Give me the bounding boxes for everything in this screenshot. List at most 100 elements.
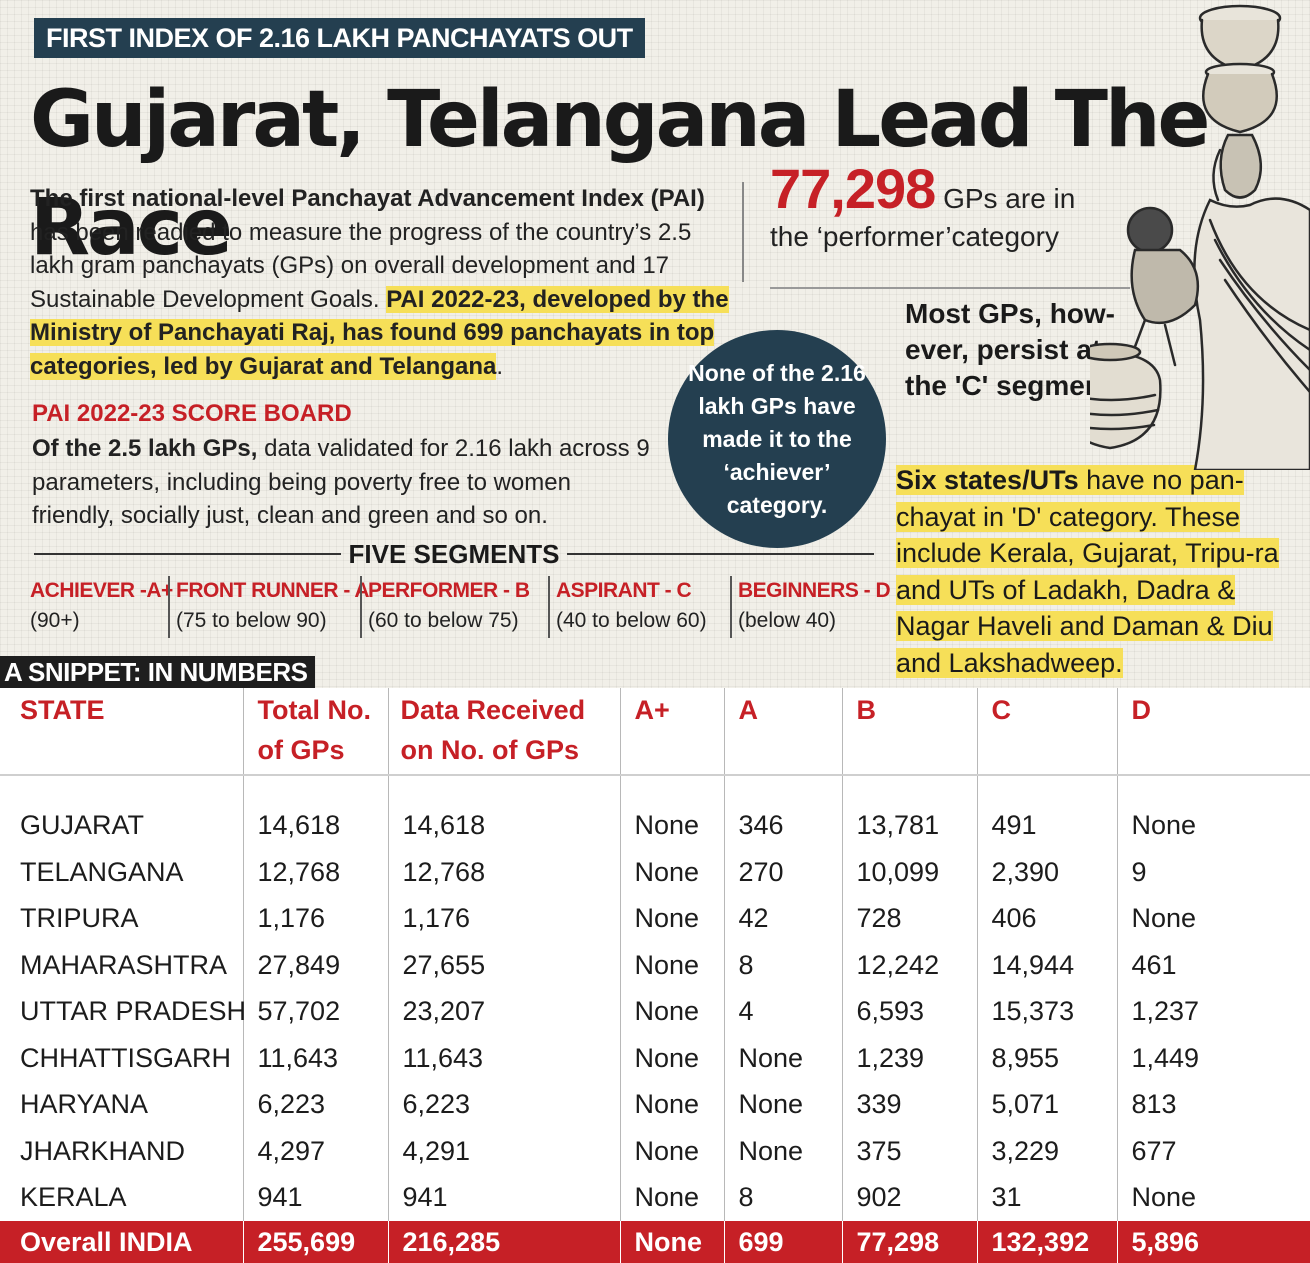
segment-front-runner: FRONT RUNNER - A (75 to below 90)	[168, 576, 370, 638]
cell-a-plus: None	[619, 1081, 724, 1128]
segment-range: (75 to below 90)	[176, 609, 327, 632]
intro-end: .	[496, 352, 504, 380]
cell-a: 8	[723, 941, 842, 988]
cell-b: 728	[841, 895, 977, 942]
table-row: GUJARAT 14,618 14,618 None 346 13,781 491 None	[0, 802, 1310, 849]
six-states-body: have no pan-chayat in 'D' category. Thes…	[896, 465, 1279, 678]
cell-a-plus: None	[619, 848, 724, 895]
cell-b: 339	[841, 1081, 977, 1128]
total-cell-a-plus: None	[619, 1220, 724, 1263]
cell-c: 14,944	[976, 941, 1117, 988]
cell-total-gps: 12,768	[242, 848, 388, 895]
cell-a-plus: None	[619, 1127, 724, 1174]
cell-data-received: 941	[387, 1174, 620, 1221]
cell-data-received: 23,207	[387, 988, 620, 1035]
cell-a-plus: None	[619, 1174, 724, 1221]
segment-range: (below 40)	[738, 609, 837, 632]
total-cell-b: 77,298	[841, 1220, 977, 1263]
col-header-total: Total No. of GPs	[242, 688, 388, 775]
cell-state: HARYANA	[20, 1089, 149, 1119]
segment-name: ACHIEVER -A+	[30, 579, 173, 602]
cell-total-gps: 14,618	[242, 802, 388, 849]
col-header-state: STATE	[20, 695, 105, 725]
cell-c: 406	[976, 895, 1117, 942]
performer-stat: 77,298 GPs are in the ‘performer’categor…	[770, 161, 1130, 256]
most-gps-note: Most GPs, how-ever, persist at the 'C' s…	[905, 298, 1115, 401]
six-states-note: Six states/UTs have no pan-chayat in 'D'…	[896, 462, 1296, 681]
numbers-table: STATE Total No. of GPs Data Received on …	[0, 688, 1310, 1263]
cell-d: 1,237	[1116, 988, 1310, 1035]
cell-d: 1,449	[1116, 1034, 1310, 1081]
scoreboard-bold-lead: Of the 2.5 lakh GPs,	[32, 435, 258, 462]
intro-paragraph: The first national-level Panchayat Advan…	[30, 182, 730, 383]
segment-achiever: ACHIEVER -A+ (90+)	[30, 576, 173, 638]
six-states-bold: Six states/UTs	[896, 465, 1079, 495]
cell-state: UTTAR PRADESH	[20, 996, 247, 1026]
col-header-a-plus: A+	[619, 688, 724, 775]
stat-rule	[770, 287, 1130, 289]
table-row: JHARKHAND 4,297 4,291 None None 375 3,229 677	[0, 1127, 1310, 1174]
table-row: KERALA 941 941 None 8 902 31 None	[0, 1174, 1310, 1221]
segment-name: PERFORMER - B	[368, 579, 530, 602]
total-cell-a: 699	[723, 1220, 842, 1263]
infographic-top: FIRST INDEX OF 2.16 LAKH PANCHAYATS OUT …	[0, 0, 1310, 688]
cell-state: CHHATTISGARH	[20, 1042, 232, 1073]
vertical-divider	[742, 182, 744, 282]
cell-d: 677	[1116, 1127, 1310, 1174]
cell-d: 9	[1116, 848, 1310, 895]
cell-d: 461	[1116, 941, 1310, 988]
stat-number: 77,298	[770, 157, 936, 220]
cell-c: 15,373	[976, 988, 1117, 1035]
five-segments-heading: FIVE SEGMENTS	[34, 538, 875, 570]
cell-d: None	[1116, 895, 1310, 942]
cell-data-received: 6,223	[387, 1081, 620, 1128]
col-header-data-received: Data Received on No. of GPs	[387, 688, 620, 775]
cell-data-received: 4,291	[387, 1127, 620, 1174]
cell-a-plus: None	[619, 895, 724, 942]
cell-a-plus: None	[619, 802, 724, 849]
table-row: UTTAR PRADESH 57,702 23,207 None 4 6,593 15,37…	[0, 988, 1310, 1035]
cell-c: 491	[976, 802, 1117, 849]
table-row: CHHATTISGARH 11,643 11,643 None None 1,239 8,9…	[0, 1034, 1310, 1081]
cell-total-gps: 941	[242, 1174, 388, 1221]
cell-c: 8,955	[976, 1034, 1117, 1081]
cell-b: 13,781	[841, 802, 977, 849]
cell-total-gps: 1,176	[242, 895, 388, 942]
cell-b: 375	[841, 1127, 977, 1174]
cell-c: 2,390	[976, 848, 1117, 895]
cell-a-plus: None	[619, 988, 724, 1035]
cell-a: 346	[723, 802, 842, 849]
scoreboard-title: PAI 2022-23 SCORE BOARD	[32, 400, 352, 427]
total-cell-d: 5,896	[1116, 1220, 1310, 1263]
cell-b: 10,099	[841, 848, 977, 895]
segment-aspirant: ASPIRANT - C (40 to below 60)	[548, 576, 707, 638]
cell-b: 6,593	[841, 988, 977, 1035]
cell-total-gps: 6,223	[242, 1081, 388, 1128]
segment-name: FRONT RUNNER - A	[176, 579, 370, 602]
five-segments-title: FIVE SEGMENTS	[348, 538, 560, 569]
cell-d: 813	[1116, 1081, 1310, 1128]
cell-a: None	[723, 1034, 842, 1081]
cell-data-received: 11,643	[387, 1034, 620, 1081]
cell-a: 270	[723, 848, 842, 895]
cell-data-received: 1,176	[387, 895, 620, 942]
segment-name: ASPIRANT - C	[556, 579, 692, 602]
cell-state: GUJARAT	[20, 810, 145, 840]
achiever-circle-text: None of the 2.16 lakh GPs have made it t…	[688, 359, 866, 518]
segment-performer: PERFORMER - B (60 to below 75)	[360, 576, 530, 638]
cell-state: TELANGANA	[20, 856, 184, 887]
total-cell-total-gps: 255,699	[242, 1220, 388, 1263]
cell-b: 902	[841, 1174, 977, 1221]
headline: Gujarat, Telangana Lead The Race	[30, 75, 1210, 273]
cell-a: 8	[723, 1174, 842, 1221]
woman-with-pots-illustration	[1090, 4, 1310, 470]
segment-range: (60 to below 75)	[368, 609, 519, 632]
cell-c: 31	[976, 1174, 1117, 1221]
scoreboard-body: data validated for 2.16 lakh across 9 pa…	[32, 435, 650, 529]
cell-total-gps: 4,297	[242, 1127, 388, 1174]
cell-b: 12,242	[841, 941, 977, 988]
intro-body: has been readied to measure the progress…	[30, 218, 692, 313]
total-cell-state: Overall INDIA	[0, 1220, 243, 1263]
cell-c: 3,229	[976, 1127, 1117, 1174]
segment-range: (40 to below 60)	[556, 609, 707, 632]
